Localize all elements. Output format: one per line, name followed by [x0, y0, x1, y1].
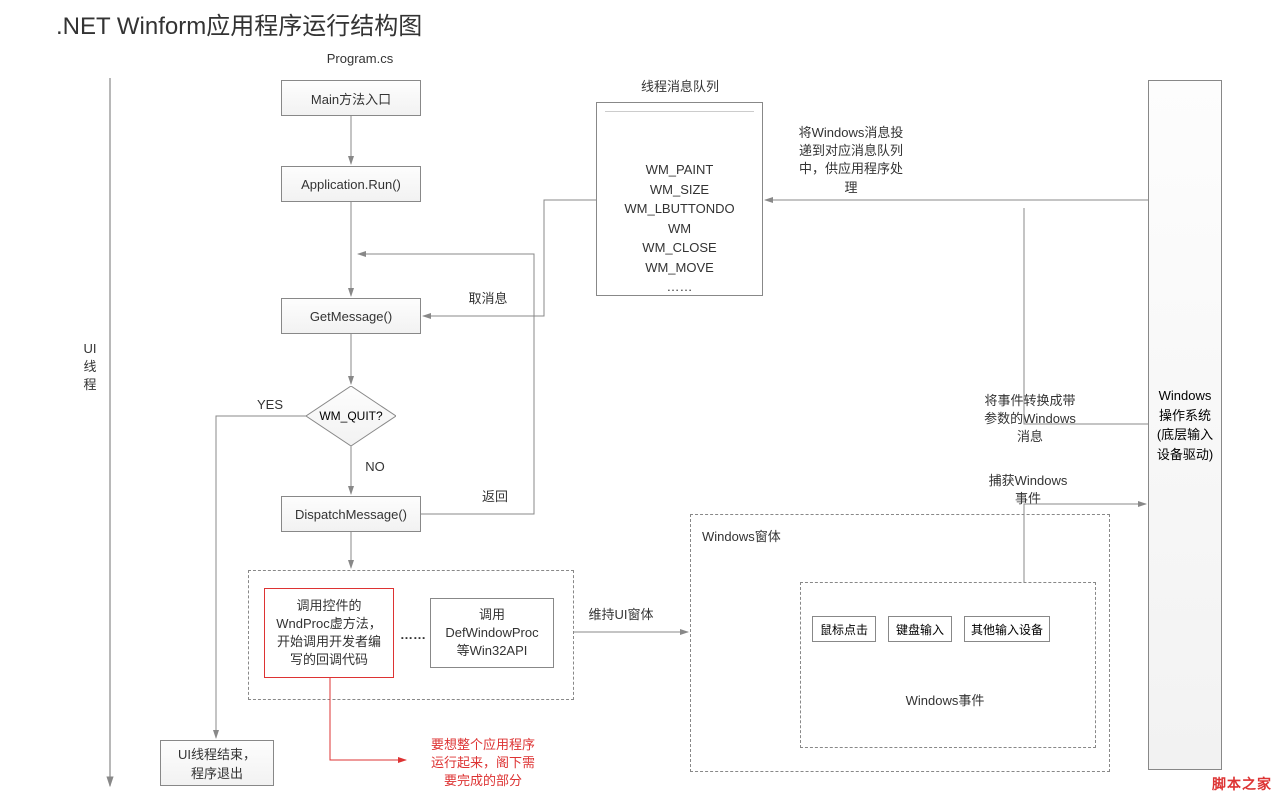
node-keyboard-input: 键盘输入 — [888, 616, 952, 642]
windows-events-container — [800, 582, 1096, 748]
node-other-input: 其他输入设备 — [964, 616, 1050, 642]
windows-events-label: Windows事件 — [880, 692, 1010, 710]
node-main-entry: Main方法入口 — [281, 80, 421, 116]
post-msg-label: 将Windows消息投 递到对应消息队列 中，供应用程序处 理 — [786, 124, 916, 197]
capture-event-label: 捕获Windows 事件 — [978, 472, 1078, 508]
node-windows-os: Windows 操作系统 (底层输入 设备驱动) — [1148, 80, 1222, 770]
no-label: NO — [360, 458, 390, 476]
return-label: 返回 — [470, 488, 520, 506]
msg-queue-label: 线程消息队列 — [620, 78, 740, 96]
node-get-message: GetMessage() — [281, 298, 421, 334]
watermark: 脚本之家 — [1212, 774, 1272, 794]
programcs-label: Program.cs — [300, 50, 420, 68]
wm-quit-label: WM_QUIT? — [306, 386, 396, 446]
page-title: .NET Winform应用程序运行结构图 — [56, 6, 422, 41]
red-note: 要想整个应用程序 运行起来，阁下需 要完成的部分 — [408, 736, 558, 791]
node-app-run: Application.Run() — [281, 166, 421, 202]
node-defwindowproc: 调用 DefWindowProc 等Win32API — [430, 598, 554, 668]
node-wm-quit: WM_QUIT? — [306, 386, 396, 446]
ui-thread-label: UI 线 程 — [82, 340, 98, 395]
node-mouse-click: 鼠标点击 — [812, 616, 876, 642]
convert-event-label: 将事件转换成带 参数的Windows 消息 — [970, 392, 1090, 447]
node-wndproc: 调用控件的 WndProc虚方法， 开始调用开发者编 写的回调代码 — [264, 588, 394, 678]
node-ui-thread-end: UI线程结束， 程序退出 — [160, 740, 274, 786]
windows-form-label: Windows窗体 — [702, 528, 822, 546]
getmsg-label: 取消息 — [458, 290, 518, 308]
node-dispatch-message: DispatchMessage() — [281, 496, 421, 532]
yes-label: YES — [250, 396, 290, 414]
maintain-ui-label: 维持UI窗体 — [576, 606, 666, 624]
ellipsis: …… — [398, 626, 428, 644]
msg-queue-box: WM_PAINT WM_SIZE WM_LBUTTONDO WM WM_CLOS… — [596, 102, 763, 296]
